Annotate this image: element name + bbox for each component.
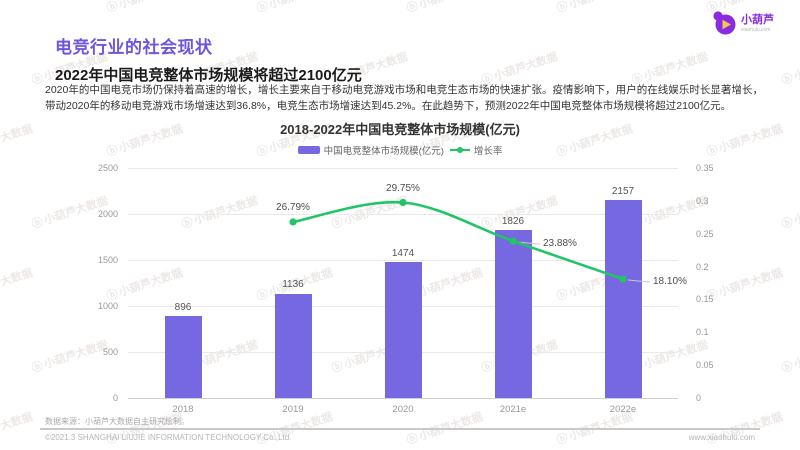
- legend-label-growth-rate: 增长率: [473, 146, 503, 157]
- section-title: 电竞行业的社会现状: [55, 38, 213, 57]
- growth-rate-path: [291, 200, 625, 281]
- logo-brand-name: 小葫芦: [741, 14, 774, 26]
- legend-item-market-size[interactable]: 中国电竞整体市场规模(亿元): [297, 143, 444, 157]
- data-point: [289, 218, 297, 226]
- y-axis-left-tick: 500: [102, 347, 118, 357]
- y-axis-right-tick: 0.3: [696, 195, 709, 206]
- gridline: [128, 398, 678, 399]
- watermark-text: ⓑ小葫芦大数据: [255, 0, 334, 15]
- y-axis-right-tick: 0.15: [696, 294, 714, 305]
- y-axis-right-tick: 0.2: [696, 261, 709, 272]
- growth-rate-label: 26.79%: [276, 201, 310, 213]
- data-source-note: 数据来源：小葫芦大数据自主研究绘制。: [45, 417, 189, 426]
- bar-2019: [274, 293, 312, 398]
- bar-value-label: 1474: [391, 248, 415, 260]
- watermark-text: ⓑ小葫芦大数据: [0, 411, 35, 443]
- watermark-text: ⓑ小葫芦大数据: [555, 0, 634, 15]
- watermark-text: ⓑ小葫芦大数据: [0, 267, 35, 299]
- watermark-text: ⓑ小葫芦大数据: [0, 0, 35, 16]
- watermark-text: ⓑ小葫芦大数据: [780, 51, 800, 87]
- body-paragraph: 2020年的中国电竞市场仍保持着高速的增长，增长主要来自于移动电竞游戏市场和电竞…: [45, 84, 763, 112]
- xiaohulu-logo: 小葫芦 xiaohulu.com: [710, 9, 774, 36]
- x-axis-label: 2022e: [609, 404, 637, 415]
- x-axis-label: 2021e: [499, 404, 527, 415]
- legend-label-market-size: 中国电竞整体市场规模(亿元): [323, 146, 444, 157]
- gridline: [128, 168, 678, 169]
- watermark-text: ⓑ小葫芦大数据: [405, 0, 484, 15]
- bar-value-label: 2157: [611, 185, 635, 197]
- y-axis-left-tick: 2000: [97, 209, 118, 219]
- growth-rate-line: [289, 198, 651, 283]
- growth-rate-label: 29.75%: [386, 182, 420, 194]
- data-point: [619, 275, 627, 283]
- bar-2020: [384, 262, 422, 398]
- page-title: 2022年中国电竞整体市场规模将超过2100亿元: [55, 67, 362, 84]
- y-axis-right-tick: 0.35: [696, 163, 714, 173]
- x-axis-label: 2020: [392, 404, 414, 415]
- y-axis-left-tick: 2500: [97, 163, 118, 173]
- bar-value-label: 1136: [282, 279, 304, 291]
- growth-rate-label: 23.88%: [543, 238, 577, 250]
- gridline: [128, 214, 678, 215]
- y-axis-right-tick: 0.25: [696, 228, 714, 239]
- y-axis-left-tick: 1500: [97, 255, 118, 265]
- x-axis-label: 2019: [282, 404, 304, 415]
- data-point: [399, 198, 407, 207]
- bar-2022e: [604, 199, 642, 398]
- data-point: [509, 237, 517, 245]
- line-series-swatch: [449, 146, 470, 154]
- bar-series-swatch: [297, 146, 320, 154]
- gourd-logo-icon: [713, 11, 736, 35]
- label-connector: [517, 241, 541, 245]
- growth-rate-label: 18.10%: [653, 276, 687, 288]
- copyright-text: ©2021.3 SHANGHAI LIUJIE INFORMATION TECH…: [45, 433, 292, 442]
- x-axis-label: 2018: [172, 404, 194, 415]
- label-connector: [627, 279, 651, 283]
- bar-value-label: 1826: [501, 216, 525, 227]
- gridline: [128, 260, 678, 261]
- header: 电竞行业的社会现状 2022年中国电竞整体市场规模将超过2100亿元: [55, 33, 362, 85]
- y-axis-right-tick: 0: [696, 393, 702, 403]
- bar-2021e: [494, 230, 532, 398]
- y-axis-left-tick: 1000: [97, 301, 118, 311]
- legend-item-growth-rate[interactable]: 增长率: [449, 143, 503, 157]
- plot-area: 2500 2000 1500 1000 500 0 0.35 0.3 0.25 0.2 0.15 0.…: [98, 163, 714, 415]
- y-axis-left-tick: 0: [112, 393, 118, 403]
- bar-value-label: 896: [174, 301, 192, 313]
- watermark-text: ⓑ小葫芦大数据: [780, 339, 800, 375]
- y-axis-right-tick: 0.05: [696, 360, 714, 371]
- watermark-text: ⓑ小葫芦大数据: [780, 195, 800, 231]
- y-axis-right-tick: 0.1: [696, 327, 709, 338]
- website-link[interactable]: www.xiaohulu.com: [688, 433, 755, 442]
- footer-divider: [40, 428, 760, 430]
- watermark-text: ⓑ小葫芦大数据: [105, 0, 184, 15]
- chart-legend: 中国电竞整体市场规模(亿元) 增长率: [0, 143, 800, 157]
- bar-2018: [164, 315, 202, 398]
- logo-domain: xiaohulu.com: [741, 27, 771, 33]
- chart-title: 2018-2022年中国电竞整体市场规模(亿元): [280, 122, 520, 137]
